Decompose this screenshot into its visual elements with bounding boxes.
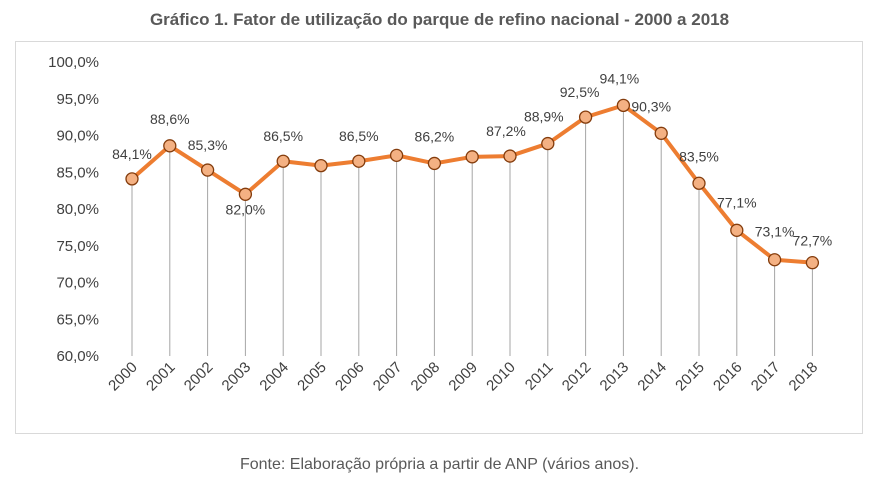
y-tick-label: 100,0% (48, 54, 99, 71)
data-point (314, 158, 328, 173)
x-tick-label: 2007 (370, 359, 406, 395)
y-tick-label: 80,0% (56, 201, 99, 218)
x-tick-label: 2013 (597, 359, 633, 395)
x-tick-label: 2016 (710, 359, 746, 395)
x-tick-label: 2001 (143, 359, 179, 395)
y-tick-label: 70,0% (56, 275, 99, 292)
x-tick-label: 2018 (786, 359, 822, 395)
data-label: 90,3% (631, 98, 671, 114)
x-tick-label: 2012 (559, 359, 595, 395)
data-label: 88,9% (524, 109, 564, 125)
data-label: 73,1% (755, 224, 795, 240)
data-point (465, 150, 479, 164)
data-point (276, 154, 290, 168)
data-point (730, 223, 744, 237)
data-label: 77,1% (717, 194, 757, 210)
data-point (238, 187, 253, 201)
x-tick-label: 2000 (105, 359, 141, 395)
data-point (578, 110, 593, 124)
x-tick-label: 2017 (748, 359, 784, 395)
chart-frame (15, 41, 863, 434)
data-point (541, 136, 555, 151)
data-label: 84,1% (112, 146, 152, 162)
x-tick-label: 2009 (445, 359, 481, 395)
data-point (427, 156, 442, 171)
x-tick-label: 2003 (219, 359, 255, 395)
y-tick-label: 90,0% (56, 128, 99, 145)
data-point (163, 139, 177, 153)
data-point (654, 126, 668, 140)
data-label: 72,7% (793, 233, 833, 249)
data-label: 92,5% (560, 84, 600, 100)
y-tick-label: 85,0% (56, 164, 99, 181)
data-point (200, 163, 215, 177)
chart-title: Gráfico 1. Fator de utilização do parque… (149, 10, 730, 29)
data-label: 87,2% (486, 123, 526, 139)
data-label: 85,3% (188, 137, 228, 153)
x-tick-label: 2006 (332, 359, 368, 395)
data-label: 86,2% (415, 128, 455, 144)
source-note: Fonte: Elaboração própria a partir de AN… (239, 456, 640, 473)
data-point (692, 176, 706, 190)
x-tick-label: 2005 (294, 359, 330, 395)
y-tick-label: 95,0% (56, 91, 99, 108)
data-label: 88,6% (150, 111, 190, 127)
data-point (503, 149, 517, 163)
y-tick-label: 60,0% (56, 348, 99, 365)
x-tick-label: 2002 (181, 359, 217, 395)
data-point (352, 154, 366, 168)
data-point (389, 148, 404, 162)
data-point (805, 256, 820, 270)
x-tick-label: 2011 (522, 359, 557, 394)
data-point (767, 253, 782, 267)
x-tick-label: 2015 (672, 359, 708, 395)
data-label: 94,1% (600, 70, 640, 86)
data-label: 86,5% (263, 128, 303, 144)
y-tick-label: 65,0% (56, 311, 99, 328)
x-tick-label: 2014 (634, 359, 670, 395)
data-label: 86,5% (339, 128, 379, 144)
data-label: 82,0% (226, 201, 266, 217)
data-point (616, 98, 631, 113)
y-tick-label: 75,0% (56, 238, 99, 255)
x-tick-label: 2008 (408, 359, 444, 395)
x-tick-label: 2010 (483, 359, 519, 395)
data-label: 83,5% (679, 148, 719, 164)
data-point (125, 172, 139, 186)
x-tick-label: 2004 (256, 359, 292, 395)
